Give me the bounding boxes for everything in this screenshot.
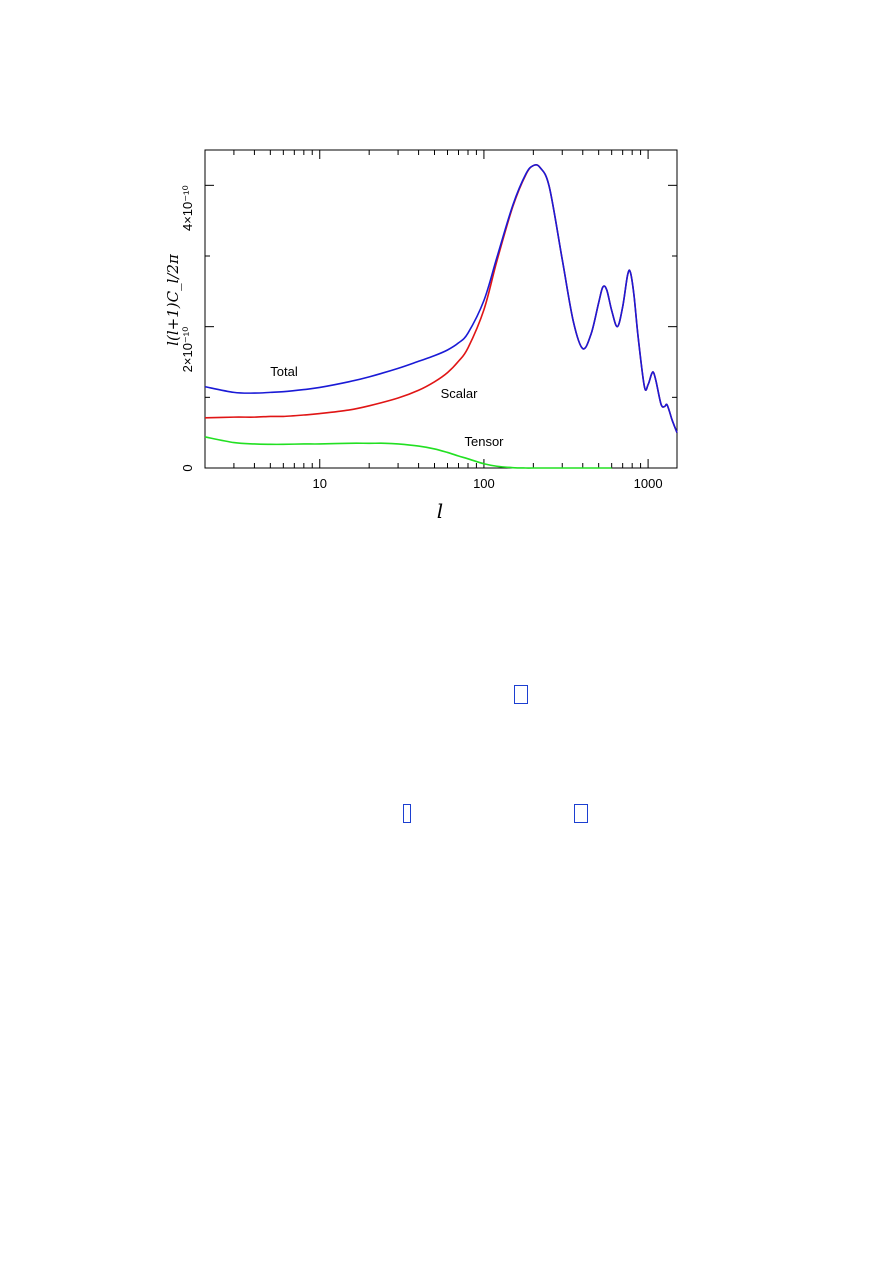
y-tick-label: 0 [180,464,195,471]
series-label-scalar: Scalar [441,386,479,401]
axis-ticks [204,150,677,469]
y-tick-label: 4×10⁻¹⁰ [180,185,195,231]
series-curves [204,163,678,469]
y-tick-labels: 0 2×10⁻¹⁰ 4×10⁻¹⁰ [180,185,195,471]
series-labels: Total Scalar Tensor [270,364,504,449]
series-label-total: Total [270,364,298,379]
x-tick-labels: 10 100 1000 [313,476,663,491]
series-line-tensor [204,436,612,469]
x-tick-label: 1000 [634,476,663,491]
x-tick-label: 10 [313,476,327,491]
placeholder-glyph-box [403,804,411,823]
y-tick-label: 2×10⁻¹⁰ [180,327,195,373]
series-line-total [204,164,678,433]
y-axis-label: l(l+1)C_l/2π [164,253,182,346]
placeholder-glyph-box [514,685,528,704]
x-tick-label: 100 [473,476,495,491]
series-label-tensor: Tensor [464,434,504,449]
x-axis-label: l [437,499,443,523]
placeholder-glyph-box [574,804,588,823]
plot-frame [204,149,678,469]
